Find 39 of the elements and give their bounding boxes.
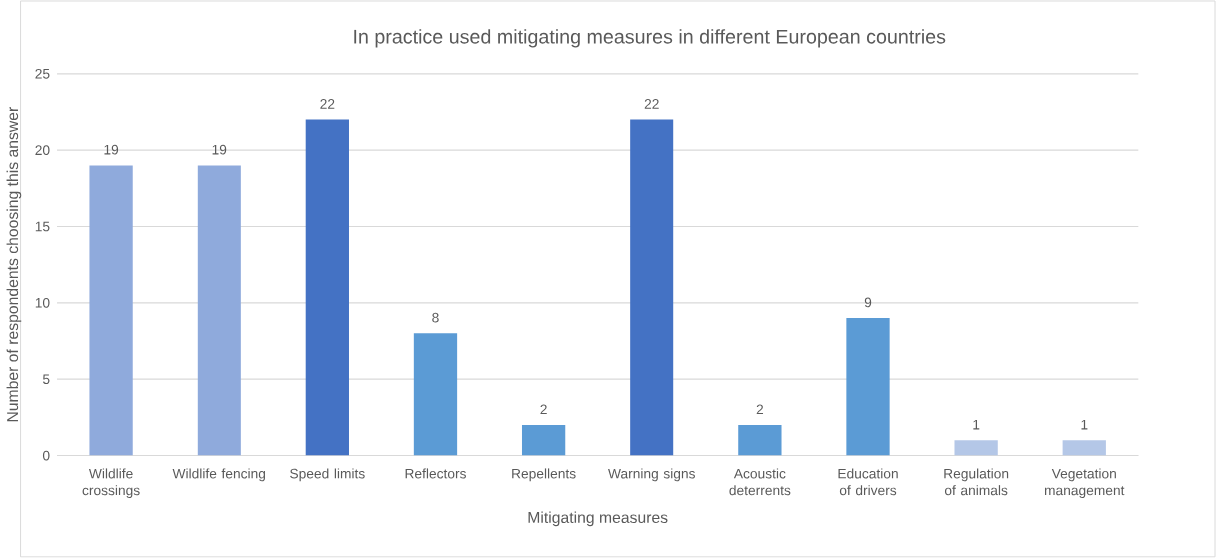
data-label: 19	[104, 144, 119, 155]
y-tick-label: 0	[42, 450, 50, 461]
x-tick-label: Repellents	[512, 468, 576, 482]
data-label: 1	[973, 419, 980, 430]
data-label: 2	[540, 404, 547, 415]
data-label: 22	[644, 99, 659, 109]
x-tick-label: Wildlife crossings	[82, 468, 140, 499]
data-label: 1	[1081, 419, 1088, 430]
data-label: 2	[756, 404, 764, 415]
data-label: 8	[432, 312, 439, 323]
bar	[846, 318, 890, 456]
x-tick-label: Wildlife fencing	[172, 468, 265, 482]
x-tick-label: Regulation of animals	[944, 468, 1009, 496]
y-tick-label: 15	[35, 221, 50, 232]
y-axis-title: Number of respondents choosing this answer	[6, 107, 22, 422]
bar	[521, 425, 566, 456]
x-tick-label: Reflectors	[405, 468, 466, 479]
y-tick-label: 25	[35, 69, 50, 79]
data-label: 22	[320, 99, 335, 109]
bar	[1062, 440, 1106, 456]
x-tick-label: Education of drivers	[838, 468, 898, 496]
y-tick-label: 10	[35, 298, 50, 308]
x-axis-title: Mitigating measures	[528, 511, 668, 527]
bar	[413, 333, 458, 456]
bar	[630, 119, 674, 456]
bar	[89, 165, 133, 456]
x-tick-label: Acoustic deterrents	[729, 468, 791, 496]
x-tick-label: Vegetation management	[1044, 468, 1125, 499]
y-tick-label: 5	[42, 374, 50, 385]
bar	[197, 165, 241, 456]
chart-title: In practice used mitigating measures in different European countries	[354, 29, 946, 48]
bar	[954, 440, 998, 456]
data-label: 19	[212, 144, 227, 155]
bar	[738, 425, 782, 456]
bar	[305, 119, 349, 456]
y-tick-label: 20	[35, 145, 50, 156]
data-label: 9	[864, 297, 872, 308]
x-tick-label: Speed limits	[290, 468, 365, 482]
x-tick-label: Warning signs	[608, 468, 695, 482]
